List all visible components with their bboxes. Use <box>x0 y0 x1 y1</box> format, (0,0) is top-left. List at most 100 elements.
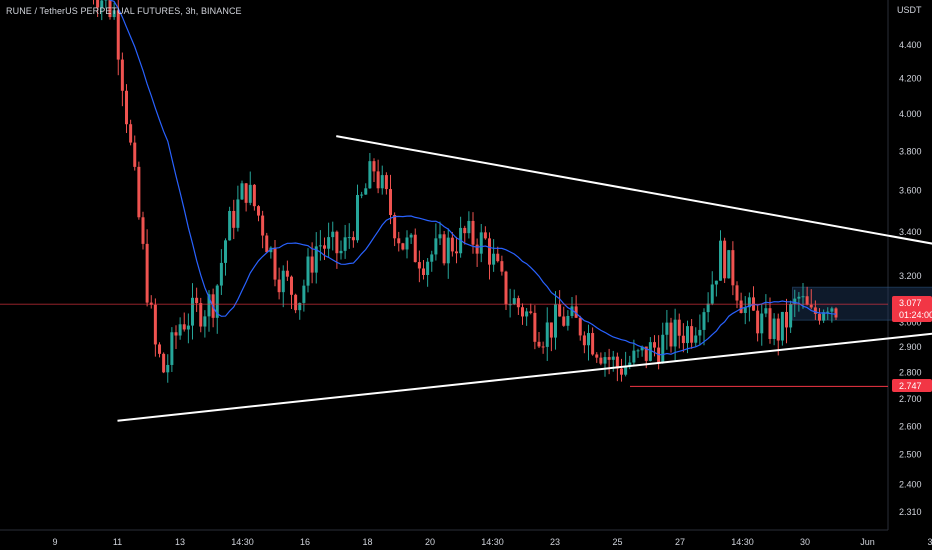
candle-body-158 <box>739 300 743 313</box>
candle-body-163 <box>760 313 764 334</box>
candle-body-20 <box>170 332 174 365</box>
candle-body-41 <box>257 206 260 216</box>
candle-body-126 <box>607 357 611 360</box>
countdown-timer: 01:24:00 <box>899 310 932 320</box>
candle-body-24 <box>186 325 190 330</box>
price-tick-13: 2.400 <box>899 479 922 489</box>
time-tick-9: 25 <box>612 537 622 547</box>
candle-body-75 <box>397 238 401 244</box>
time-tick-10: 27 <box>675 537 685 547</box>
candle-body-101 <box>504 271 508 305</box>
time-tick-3: 14:30 <box>231 537 254 547</box>
candle-body-27 <box>199 303 203 327</box>
candle-body-42 <box>261 215 265 236</box>
candle-body-120 <box>582 335 586 346</box>
candle-body-121 <box>587 333 590 346</box>
candle-body-38 <box>244 183 248 203</box>
candle-body-31 <box>215 285 219 318</box>
candle-body-144 <box>681 335 685 344</box>
candle-body-12 <box>137 166 141 218</box>
candle-body-159 <box>743 307 747 313</box>
price-tick-12: 2.500 <box>899 450 922 460</box>
time-axis[interactable]: 9 11 13 14:30 16 18 20 14:30 23 25 27 14:30 30 Jun 3 <box>52 537 932 547</box>
candle-body-156 <box>731 250 735 286</box>
candle-body-103 <box>512 298 516 305</box>
candle-body-97 <box>488 238 491 265</box>
candle-body-54 <box>310 256 314 273</box>
candle-body-94 <box>475 244 479 254</box>
candle-body-39 <box>248 184 252 203</box>
candle-body-81 <box>422 268 425 276</box>
candle-body-134 <box>640 346 644 351</box>
candle-body-60 <box>335 231 339 254</box>
candle-body-71 <box>380 175 384 189</box>
candle-body-5 <box>108 0 112 18</box>
candle-body-147 <box>694 335 698 343</box>
candle-body-177 <box>818 313 821 321</box>
candle-body-48 <box>285 270 289 277</box>
candle-body-63 <box>347 237 351 239</box>
support-level-badge: 2.747 <box>892 379 932 392</box>
time-tick-0: 9 <box>52 537 57 547</box>
time-tick-8: 23 <box>550 537 560 547</box>
candle-body-168 <box>780 311 784 341</box>
candle-body-56 <box>318 245 322 247</box>
candle-body-10 <box>129 124 133 143</box>
candle-body-131 <box>628 362 632 366</box>
candle-body-135 <box>644 346 648 361</box>
candle-body-107 <box>529 311 533 313</box>
candle-body-130 <box>624 365 628 375</box>
candle-body-88 <box>450 237 454 252</box>
moving-average-line <box>109 0 837 356</box>
candle-body-151 <box>710 284 714 304</box>
candle-body-110 <box>541 346 545 348</box>
candle-body-70 <box>376 171 380 189</box>
candle-body-160 <box>747 297 751 308</box>
candle-body-72 <box>384 175 388 190</box>
price-axis[interactable]: 4.400 4.200 4.000 3.800 3.600 3.400 3.200 3.000… <box>899 40 922 517</box>
time-tick-2: 13 <box>175 537 185 547</box>
candle-body-171 <box>793 298 797 304</box>
candle-body-19 <box>166 364 170 373</box>
price-tick-5: 3.400 <box>899 227 922 237</box>
candle-body-83 <box>430 254 434 262</box>
time-tick-13: Jun <box>860 537 875 547</box>
candle-body-34 <box>228 210 232 241</box>
candle-body-53 <box>306 256 310 286</box>
candle-body-117 <box>570 306 574 316</box>
candle-body-47 <box>281 270 285 293</box>
candle-body-152 <box>714 280 718 285</box>
candle-body-125 <box>603 357 607 364</box>
candle-body-157 <box>735 285 739 301</box>
candle-body-114 <box>558 304 562 317</box>
candle-body-28 <box>203 316 207 327</box>
candle-body-91 <box>463 227 467 234</box>
candles-layer <box>93 0 838 383</box>
price-tick-4: 3.600 <box>899 185 922 195</box>
candle-body-153 <box>719 240 722 281</box>
candle-body-108 <box>533 312 537 342</box>
candle-body-85 <box>438 234 442 239</box>
price-tick-0: 4.400 <box>899 40 922 50</box>
candle-body-43 <box>265 235 269 253</box>
candle-body-118 <box>574 306 578 318</box>
candle-body-143 <box>677 319 681 336</box>
candle-body-37 <box>240 183 244 200</box>
candle-body-51 <box>298 302 302 311</box>
candle-body-162 <box>756 310 760 334</box>
time-tick-14: 3 <box>927 537 932 547</box>
candle-body-8 <box>120 59 124 91</box>
candle-body-172 <box>797 296 801 299</box>
candle-body-104 <box>516 298 520 308</box>
candle-body-132 <box>632 350 636 363</box>
candle-body-26 <box>195 297 199 304</box>
candle-body-129 <box>620 368 623 375</box>
candle-body-36 <box>236 199 240 228</box>
candle-body-166 <box>772 318 776 339</box>
candle-body-46 <box>277 279 281 293</box>
candle-body-122 <box>591 333 595 355</box>
candle-body-69 <box>372 161 376 172</box>
candle-body-2 <box>96 0 100 8</box>
